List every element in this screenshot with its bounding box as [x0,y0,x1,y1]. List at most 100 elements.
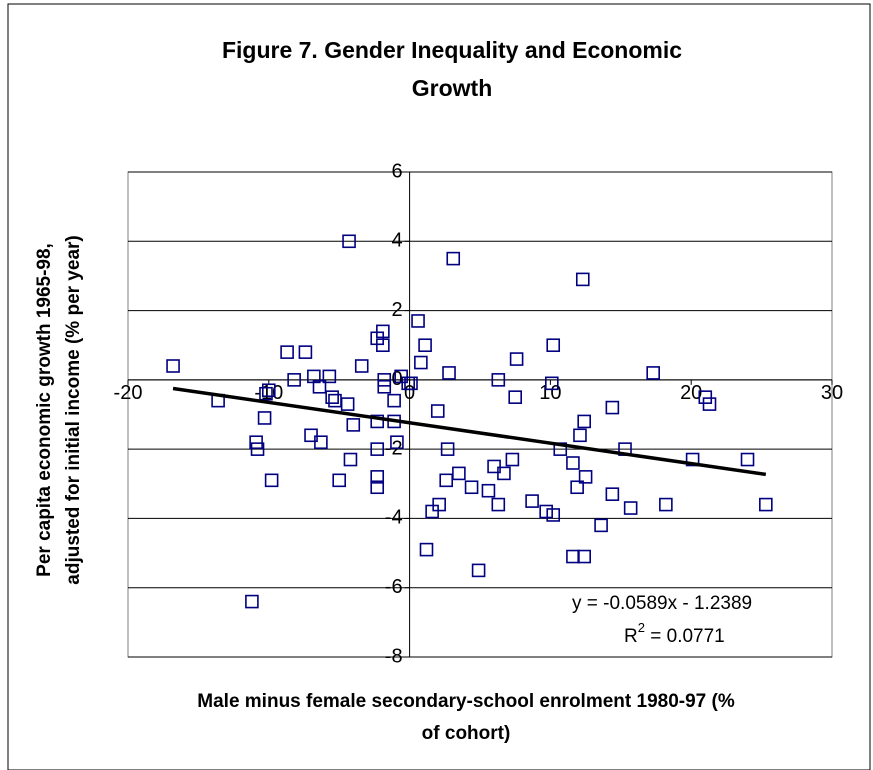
point [264,473,279,488]
point [250,442,265,456]
trend-equation: y = -0.0589x - 1.2389 [572,593,752,614]
x-tick-label: 30 [821,382,843,404]
trendline [172,386,767,477]
r-squared: R2 = 0.0771 [624,620,725,647]
point [430,404,445,418]
point [390,435,404,450]
point [491,497,506,512]
point [577,414,591,429]
point [432,497,446,512]
point [425,504,439,519]
point [304,428,318,443]
x-tick-label: 20 [680,382,702,404]
point [497,466,511,481]
point [578,470,593,484]
point [414,355,428,370]
point [566,456,580,470]
x-tick-label: -20 [114,382,143,404]
point [464,480,479,495]
point [575,272,590,287]
point [487,459,501,474]
point [481,483,496,498]
point [370,470,385,484]
point [249,435,263,450]
y-tick-label: 4 [391,230,402,252]
y-tick-label: -8 [385,645,403,667]
point [605,400,620,415]
point [376,324,390,339]
y-tick-label: -6 [385,576,403,598]
point [404,376,418,391]
point [245,594,259,609]
chart-title: Growth [412,75,493,101]
point [343,452,358,467]
point [505,452,520,467]
point [539,504,553,519]
point [594,518,608,533]
point [325,390,339,404]
point [280,345,294,359]
point [605,487,620,501]
point [259,386,273,401]
point [659,497,673,512]
point [312,379,327,394]
point [508,390,523,404]
point [332,473,347,488]
point [570,480,584,495]
point [377,373,392,387]
point [623,501,638,515]
point [354,359,369,373]
point [370,414,385,429]
point [440,442,455,456]
point [525,494,539,508]
point [573,428,587,443]
point [577,549,591,564]
point [370,442,385,456]
point [702,397,717,411]
point [646,366,660,380]
point [342,234,356,249]
point [298,345,313,359]
y-tick-label: 2 [391,299,402,321]
x-axis-label: of cohort) [422,723,511,744]
point [545,376,559,391]
y-tick-label: 0 [391,368,402,390]
y-tick-label: -4 [385,507,403,529]
point [314,435,328,450]
point [442,366,456,380]
point [471,563,486,578]
point [452,466,466,481]
point [346,418,361,432]
y-axis-label: Per capita economic growth 1965-98, [34,243,55,577]
y-tick-label: 6 [391,160,402,182]
point [740,452,755,467]
point [491,373,506,387]
point [287,373,301,387]
point [759,497,773,512]
y-axis-label: adjusted for initial income (% per year) [63,235,84,584]
point [261,383,276,398]
point [546,508,561,522]
point [698,390,713,404]
point [411,314,425,328]
point [394,369,408,384]
point [509,352,524,366]
point [439,473,454,488]
point [446,251,461,266]
r2-sup: 2 [638,620,645,635]
point [387,393,401,408]
point [377,379,392,394]
plot-area [127,171,833,658]
x-tick-label: 10 [539,382,561,404]
point [370,480,385,495]
r2-rest: = 0.0771 [645,626,725,647]
point [166,359,180,373]
point [419,542,434,557]
point [376,338,390,353]
point [257,411,272,425]
point [418,338,432,353]
point [340,397,355,411]
r2-base: R [624,626,638,647]
point [322,369,337,384]
